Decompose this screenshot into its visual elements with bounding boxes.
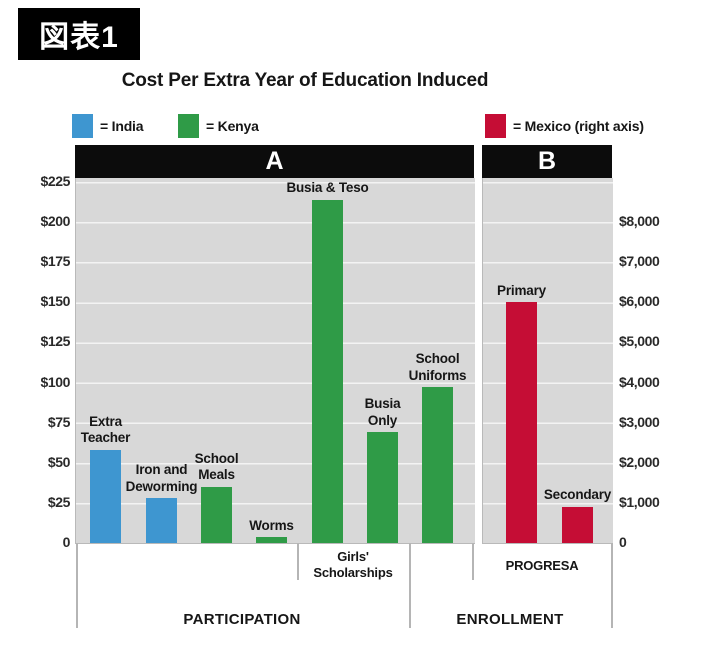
legend-item-india: = India	[72, 113, 144, 139]
panel-a-header: A	[75, 145, 474, 178]
right-axis-tick-0: 0	[619, 534, 627, 550]
progresa-group-label: PROGRESA	[505, 558, 579, 573]
right-axis-tick-7-000: $7,000	[619, 253, 660, 270]
participation-left-tick	[76, 543, 78, 628]
right-axis-tick-2-000: $2,000	[619, 453, 660, 470]
bar-label-school-uniforms: School Uniforms	[408, 351, 467, 383]
legend-label-india: = India	[100, 118, 144, 134]
panel-a-label: A	[265, 147, 284, 175]
plot-area-a	[75, 178, 475, 544]
bar-school-uniforms	[422, 387, 453, 543]
bar-label-primary: Primary	[497, 282, 546, 298]
plot-area-b	[482, 178, 613, 544]
panel-b-header: B	[482, 145, 612, 178]
bar-label-school-meals: School Meals	[194, 450, 239, 483]
right-axis-tick-4-000: $4,000	[619, 373, 660, 390]
enrollment-section-label: ENROLLMENT	[456, 611, 564, 628]
chart-title: Cost Per Extra Year of Education Induced	[121, 70, 489, 91]
bar-label-iron-and-deworming: Iron and Deworming	[125, 462, 198, 494]
bar-worms	[256, 537, 287, 543]
figure-tag-box: 図表1	[18, 8, 140, 60]
right-axis-tick-1-000: $1,000	[619, 493, 660, 510]
bar-extra-teacher	[90, 449, 121, 543]
right-axis-tick-5-000: $5,000	[619, 333, 660, 350]
participation-section-label: PARTICIPATION	[183, 611, 301, 628]
bar-iron-and-deworming	[146, 498, 177, 543]
left-axis-tick-125: $125	[40, 333, 70, 350]
mexico-color-swatch-icon	[485, 114, 506, 138]
left-axis-tick-75: $75	[47, 413, 71, 430]
right-axis-tick-8-000: $8,000	[619, 213, 660, 230]
girls-scholarships-group-label: Girls' Scholarships	[313, 549, 393, 581]
left-axis-tick-100: $100	[40, 373, 70, 390]
bar-label-extra-teacher: Extra Teacher	[80, 414, 131, 446]
left-axis-tick-175: $175	[40, 253, 70, 270]
girls-scholarships-left-tick	[297, 543, 299, 580]
kenya-color-swatch-icon	[178, 114, 199, 138]
legend-label-mexico: = Mexico (right axis)	[513, 118, 644, 134]
legend-item-mexico: = Mexico (right axis)	[485, 113, 644, 139]
bar-busia-teso	[312, 199, 343, 543]
progresa-left-tick	[472, 543, 474, 580]
right-axis-tick-6-000: $6,000	[619, 293, 660, 310]
panel-b-label: B	[537, 147, 557, 175]
figure-tag-label: 図表1	[39, 21, 119, 54]
bar-label-worms: Worms	[249, 517, 294, 533]
bar-busia-only	[367, 432, 398, 543]
left-axis-tick-200: $200	[40, 213, 70, 230]
left-axis-tick-0: 0	[62, 534, 71, 550]
left-axis-tick-225: $225	[40, 173, 70, 189]
left-axis-tick-50: $50	[47, 453, 71, 470]
bar-primary	[506, 302, 537, 543]
bar-label-busia-only: Busia Only	[364, 396, 401, 428]
bar-school-meals	[201, 486, 232, 543]
participation-enrollment-divider	[409, 543, 411, 628]
legend-item-kenya: = Kenya	[178, 113, 259, 139]
bar-secondary	[562, 506, 593, 543]
india-color-swatch-icon	[72, 114, 93, 138]
enrollment-right-tick	[611, 543, 613, 628]
bar-label-busia-teso: Busia & Teso	[286, 180, 369, 196]
right-axis-tick-3-000: $3,000	[619, 413, 660, 430]
bar-label-secondary: Secondary	[543, 487, 612, 503]
left-axis-tick-25: $25	[47, 493, 71, 510]
legend-label-kenya: = Kenya	[206, 118, 259, 134]
left-axis-tick-150: $150	[40, 293, 70, 310]
